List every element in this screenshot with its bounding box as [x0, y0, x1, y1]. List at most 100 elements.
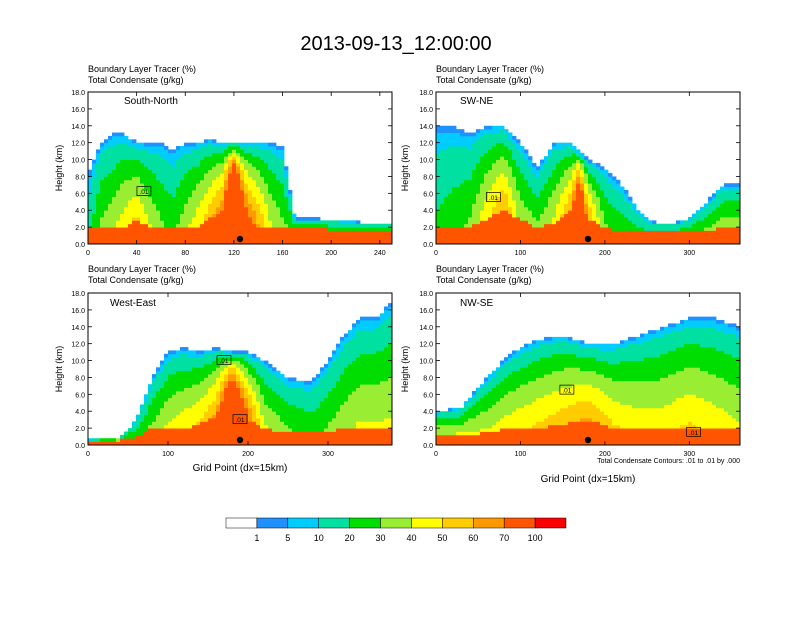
tracer-cell [100, 200, 104, 204]
tracer-cell [288, 220, 292, 224]
tracer-cell [440, 227, 444, 231]
tracer-cell [576, 224, 580, 228]
tracer-cell [192, 163, 196, 167]
tracer-cell [140, 234, 144, 238]
y-tick-label: 12.0 [71, 141, 85, 148]
tracer-cell [472, 173, 476, 177]
tracer-cell [372, 237, 376, 241]
tracer-cell [216, 408, 220, 412]
tracer-cell [548, 190, 552, 194]
tracer-cell [620, 187, 624, 191]
tracer-cell [564, 237, 568, 241]
tracer-cell [708, 227, 712, 231]
tracer-cell [108, 153, 112, 157]
tracer-cell [240, 230, 244, 234]
panel-header-line2: Total Condensate (g/kg) [88, 75, 184, 85]
tracer-cell [220, 166, 224, 170]
tracer-cell [444, 214, 448, 218]
tracer-cell [156, 404, 160, 408]
tracer-cell [260, 170, 264, 174]
contour-label-text: .01 [139, 189, 148, 196]
tracer-cell [272, 207, 276, 211]
tracer-cell [212, 394, 216, 398]
tracer-cell [284, 391, 288, 395]
tracer-cell [96, 160, 100, 164]
tracer-cell [252, 217, 256, 221]
tracer-cell [144, 435, 148, 439]
tracer-cell [196, 431, 200, 435]
tracer-cell [196, 408, 200, 412]
tracer-cell [204, 237, 208, 241]
tracer-cell [132, 143, 136, 147]
tracer-cell [204, 384, 208, 388]
tracer-cell [552, 224, 556, 228]
tracer-cell [292, 435, 296, 439]
tracer-cell [348, 401, 352, 405]
tracer-cell [240, 350, 244, 354]
tracer-cell [280, 374, 284, 378]
tracer-cell [452, 224, 456, 228]
tracer-cell [628, 230, 632, 234]
tracer-cell [340, 347, 344, 351]
tracer-cell [628, 224, 632, 228]
tracer-cell [160, 166, 164, 170]
tracer-cell [712, 234, 716, 238]
tracer-cell [172, 428, 176, 432]
tracer-cell [344, 408, 348, 412]
tracer-cell [236, 146, 240, 150]
tracer-cell [244, 197, 248, 201]
tracer-cell [256, 160, 260, 164]
tracer-cell [236, 207, 240, 211]
tracer-cell [488, 149, 492, 153]
tracer-cell [192, 210, 196, 214]
tracer-cell [280, 220, 284, 224]
tracer-cell [288, 193, 292, 197]
tracer-cell [132, 156, 136, 160]
tracer-cell [276, 374, 280, 378]
tracer-cell [196, 354, 200, 358]
tracer-cell [568, 197, 572, 201]
tracer-cell [568, 166, 572, 170]
tracer-cell [148, 214, 152, 218]
tracer-cell [264, 428, 268, 432]
tracer-cell [576, 214, 580, 218]
tracer-cell [324, 381, 328, 385]
tracer-cell [112, 220, 116, 224]
tracer-cell [344, 404, 348, 408]
tracer-cell [216, 431, 220, 435]
tracer-cell [168, 230, 172, 234]
tracer-cell [228, 425, 232, 429]
tracer-cell [244, 200, 248, 204]
tracer-cell [540, 234, 544, 238]
tracer-cell [456, 176, 460, 180]
tracer-cell [572, 217, 576, 221]
tracer-cell [244, 173, 248, 177]
tracer-cell [160, 170, 164, 174]
tracer-cell [248, 367, 252, 371]
tracer-cell [272, 214, 276, 218]
tracer-cell [240, 428, 244, 432]
tracer-cell [312, 398, 316, 402]
tracer-cell [528, 220, 532, 224]
tracer-cell [196, 411, 200, 415]
tracer-cell [316, 384, 320, 388]
tracer-cell [148, 217, 152, 221]
tracer-cell [244, 354, 248, 358]
tracer-cell [212, 377, 216, 381]
tracer-cell [232, 187, 236, 191]
tracer-cell [308, 381, 312, 385]
tracer-cell [440, 230, 444, 234]
tracer-cell [484, 217, 488, 221]
tracer-cell [264, 398, 268, 402]
tracer-cell [480, 160, 484, 164]
tracer-cell [160, 160, 164, 164]
tracer-cell [120, 156, 124, 160]
tracer-cell [588, 197, 592, 201]
tracer-cell [260, 146, 264, 150]
tracer-cell [304, 227, 308, 231]
tracer-cell [360, 337, 364, 341]
tracer-cell [204, 180, 208, 184]
tracer-cell [700, 234, 704, 238]
tracer-cell [724, 190, 728, 194]
tracer-cell [716, 230, 720, 234]
